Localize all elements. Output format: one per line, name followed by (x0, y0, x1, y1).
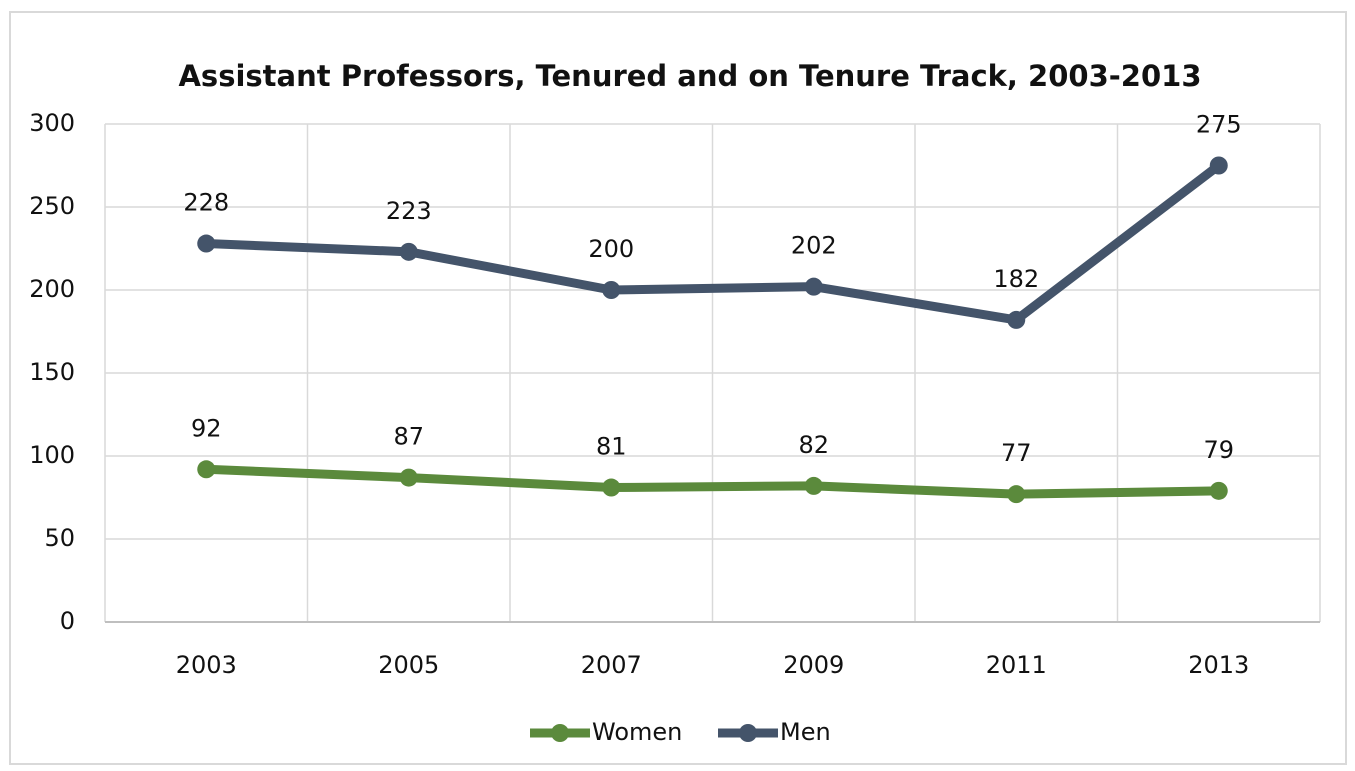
x-tick-label: 2003 (176, 651, 237, 679)
x-tick-label: 2005 (378, 651, 439, 679)
series-line (206, 464, 1219, 499)
point (1209, 156, 1228, 175)
legend-marker (739, 724, 757, 742)
chart-title: Assistant Professors, Tenured and on Ten… (178, 59, 1201, 93)
y-tick-label: 150 (29, 358, 75, 386)
legend-label: Men (780, 718, 831, 746)
chart-border (9, 11, 1347, 765)
point (197, 234, 216, 253)
point (197, 460, 216, 479)
x-tick-label: 2007 (581, 651, 642, 679)
x-tick-label: 2013 (1188, 651, 1249, 679)
y-tick-label: 50 (44, 524, 75, 552)
point (804, 277, 823, 296)
data-label: 275 (1196, 111, 1242, 139)
data-label: 182 (993, 265, 1039, 293)
point (399, 242, 418, 261)
x-tick-label: 2011 (986, 651, 1047, 679)
y-tick-label: 200 (29, 275, 75, 303)
point (1209, 481, 1228, 500)
legend-marker (551, 724, 569, 742)
data-label: 82 (798, 431, 829, 459)
data-label: 92 (191, 414, 222, 442)
legend-label: Women (592, 718, 682, 746)
x-tick-label: 2009 (783, 651, 844, 679)
y-tick-label: 100 (29, 441, 75, 469)
data-label: 223 (386, 197, 432, 225)
point (1007, 310, 1026, 329)
data-label: 79 (1203, 436, 1234, 464)
point (399, 468, 418, 487)
data-label: 200 (588, 235, 634, 263)
point (1007, 485, 1026, 504)
data-label: 228 (183, 189, 229, 217)
data-label: 81 (596, 433, 627, 461)
data-label: 87 (393, 423, 424, 451)
series-line (206, 161, 1222, 325)
point (602, 281, 621, 299)
y-tick-label: 0 (60, 607, 75, 635)
point (804, 476, 823, 495)
y-tick-label: 250 (29, 192, 75, 220)
data-label: 202 (791, 232, 837, 260)
data-label: 77 (1001, 439, 1032, 467)
point (602, 478, 621, 497)
y-tick-label: 300 (29, 109, 75, 137)
